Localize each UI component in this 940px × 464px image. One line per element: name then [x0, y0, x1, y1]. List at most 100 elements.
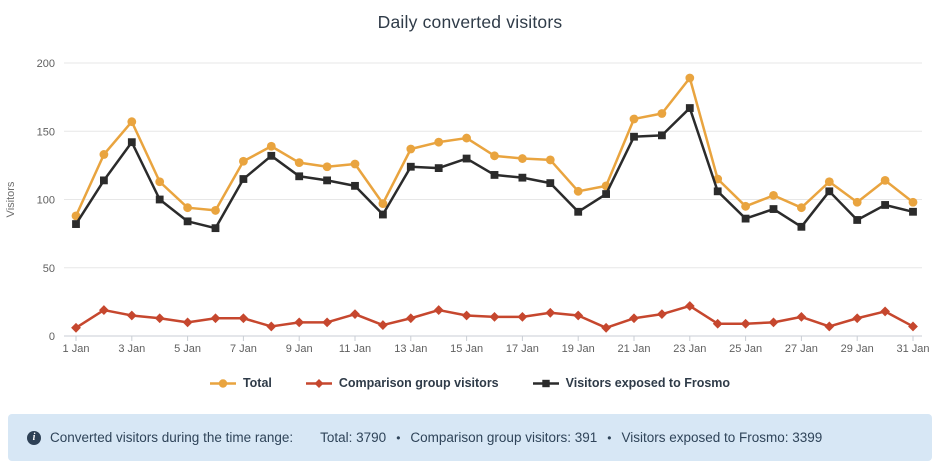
data-point-comparison-group-visitors[interactable]: [852, 313, 863, 324]
data-point-total[interactable]: [183, 203, 193, 213]
data-point-visitors-exposed-to-frosmo[interactable]: [127, 138, 136, 147]
data-point-visitors-exposed-to-frosmo[interactable]: [490, 171, 499, 179]
data-point-visitors-exposed-to-frosmo[interactable]: [825, 187, 834, 196]
data-point-total[interactable]: [657, 109, 667, 118]
chart-plot-area[interactable]: 0 50 100 150 200 Visitors 1 Jan 3 Jan 5 Jan 7 Jan…: [0, 0, 940, 366]
data-point-comparison-group-visitors[interactable]: [517, 311, 528, 322]
data-point-visitors-exposed-to-frosmo[interactable]: [183, 217, 192, 226]
data-point-visitors-exposed-to-frosmo[interactable]: [602, 190, 610, 198]
data-point-total[interactable]: [322, 162, 332, 172]
data-point-total[interactable]: [266, 141, 276, 151]
data-point-comparison-group-visitors[interactable]: [294, 317, 305, 328]
data-point-total[interactable]: [629, 114, 639, 124]
data-point-visitors-exposed-to-frosmo[interactable]: [741, 214, 750, 223]
data-point-total[interactable]: [294, 158, 304, 168]
data-point-total[interactable]: [378, 199, 388, 208]
legend-item-exposed-frosmo[interactable]: Visitors exposed to Frosmo: [532, 376, 730, 390]
data-point-visitors-exposed-to-frosmo[interactable]: [323, 176, 331, 185]
data-point-visitors-exposed-to-frosmo[interactable]: [685, 104, 694, 112]
data-point-total[interactable]: [155, 177, 165, 187]
data-point-total[interactable]: [573, 186, 583, 196]
data-point-comparison-group-visitors[interactable]: [210, 313, 221, 324]
data-point-total[interactable]: [490, 151, 499, 161]
data-point-visitors-exposed-to-frosmo[interactable]: [100, 176, 108, 185]
data-point-comparison-group-visitors[interactable]: [433, 305, 444, 315]
legend-item-total[interactable]: Total: [209, 376, 272, 390]
data-point-total[interactable]: [211, 206, 220, 215]
data-point-visitors-exposed-to-frosmo[interactable]: [797, 222, 806, 231]
x-tick-label: 11 Jan: [339, 343, 371, 355]
data-point-total[interactable]: [127, 117, 137, 127]
data-point-comparison-group-visitors[interactable]: [350, 309, 360, 320]
data-point-comparison-group-visitors[interactable]: [629, 313, 639, 324]
legend-item-comparison-group[interactable]: Comparison group visitors: [305, 376, 499, 390]
data-point-comparison-group-visitors[interactable]: [461, 310, 472, 321]
data-point-visitors-exposed-to-frosmo[interactable]: [462, 154, 471, 163]
data-point-total[interactable]: [99, 150, 109, 159]
data-point-comparison-group-visitors[interactable]: [322, 317, 332, 328]
data-point-visitors-exposed-to-frosmo[interactable]: [434, 164, 443, 173]
data-point-comparison-group-visitors[interactable]: [405, 313, 416, 324]
data-point-total[interactable]: [434, 137, 444, 147]
data-point-visitors-exposed-to-frosmo[interactable]: [267, 151, 276, 160]
data-point-comparison-group-visitors[interactable]: [71, 322, 81, 333]
data-point-comparison-group-visitors[interactable]: [824, 321, 835, 332]
data-point-visitors-exposed-to-frosmo[interactable]: [295, 172, 304, 181]
data-point-total[interactable]: [518, 154, 527, 163]
data-point-visitors-exposed-to-frosmo[interactable]: [881, 201, 889, 209]
data-point-total[interactable]: [545, 155, 555, 165]
data-point-comparison-group-visitors[interactable]: [545, 307, 556, 318]
x-tick-label: 25 Jan: [729, 343, 762, 355]
data-point-comparison-group-visitors[interactable]: [99, 305, 109, 315]
data-point-total[interactable]: [824, 177, 834, 187]
data-point-visitors-exposed-to-frosmo[interactable]: [546, 179, 555, 188]
data-point-visitors-exposed-to-frosmo[interactable]: [853, 216, 862, 224]
data-point-visitors-exposed-to-frosmo[interactable]: [574, 207, 583, 216]
data-point-total[interactable]: [462, 133, 471, 143]
data-point-total[interactable]: [71, 211, 81, 221]
data-point-total[interactable]: [852, 197, 862, 207]
data-point-total[interactable]: [685, 73, 695, 83]
legend-label-comparison-group: Comparison group visitors: [338, 376, 499, 390]
data-point-comparison-group-visitors[interactable]: [126, 310, 137, 321]
data-point-visitors-exposed-to-frosmo[interactable]: [239, 175, 248, 183]
data-point-comparison-group-visitors[interactable]: [182, 317, 193, 328]
data-point-visitors-exposed-to-frosmo[interactable]: [351, 181, 359, 190]
data-point-comparison-group-visitors[interactable]: [880, 306, 890, 317]
data-point-visitors-exposed-to-frosmo[interactable]: [658, 131, 666, 140]
data-point-comparison-group-visitors[interactable]: [266, 321, 277, 332]
data-point-comparison-group-visitors[interactable]: [489, 311, 500, 322]
data-point-visitors-exposed-to-frosmo[interactable]: [72, 220, 80, 228]
data-point-comparison-group-visitors[interactable]: [768, 317, 779, 328]
data-point-total[interactable]: [908, 197, 918, 207]
data-point-comparison-group-visitors[interactable]: [657, 309, 667, 320]
data-point-visitors-exposed-to-frosmo[interactable]: [769, 205, 778, 213]
data-point-total[interactable]: [797, 203, 806, 213]
data-point-visitors-exposed-to-frosmo[interactable]: [518, 173, 527, 182]
data-point-comparison-group-visitors[interactable]: [378, 320, 388, 330]
data-point-comparison-group-visitors[interactable]: [238, 313, 249, 324]
data-point-total[interactable]: [741, 201, 750, 211]
data-point-visitors-exposed-to-frosmo[interactable]: [630, 132, 638, 141]
data-point-visitors-exposed-to-frosmo[interactable]: [713, 187, 722, 196]
x-tick-label: 31 Jan: [896, 343, 929, 355]
data-point-comparison-group-visitors[interactable]: [154, 313, 165, 324]
data-point-comparison-group-visitors[interactable]: [684, 301, 695, 311]
data-point-visitors-exposed-to-frosmo[interactable]: [155, 195, 164, 204]
data-point-comparison-group-visitors[interactable]: [601, 322, 611, 333]
data-point-visitors-exposed-to-frosmo[interactable]: [379, 210, 387, 219]
data-point-visitors-exposed-to-frosmo[interactable]: [211, 224, 220, 233]
data-point-total[interactable]: [769, 191, 778, 200]
data-point-total[interactable]: [239, 156, 248, 166]
data-point-comparison-group-visitors[interactable]: [740, 318, 751, 329]
data-point-comparison-group-visitors[interactable]: [908, 321, 918, 332]
data-point-visitors-exposed-to-frosmo[interactable]: [406, 162, 415, 171]
data-point-comparison-group-visitors[interactable]: [573, 310, 584, 321]
data-point-total[interactable]: [406, 144, 416, 154]
data-point-total[interactable]: [880, 175, 890, 185]
data-point-visitors-exposed-to-frosmo[interactable]: [909, 207, 917, 216]
data-point-total[interactable]: [350, 159, 360, 169]
data-point-comparison-group-visitors[interactable]: [712, 318, 723, 329]
data-point-comparison-group-visitors[interactable]: [796, 311, 807, 322]
